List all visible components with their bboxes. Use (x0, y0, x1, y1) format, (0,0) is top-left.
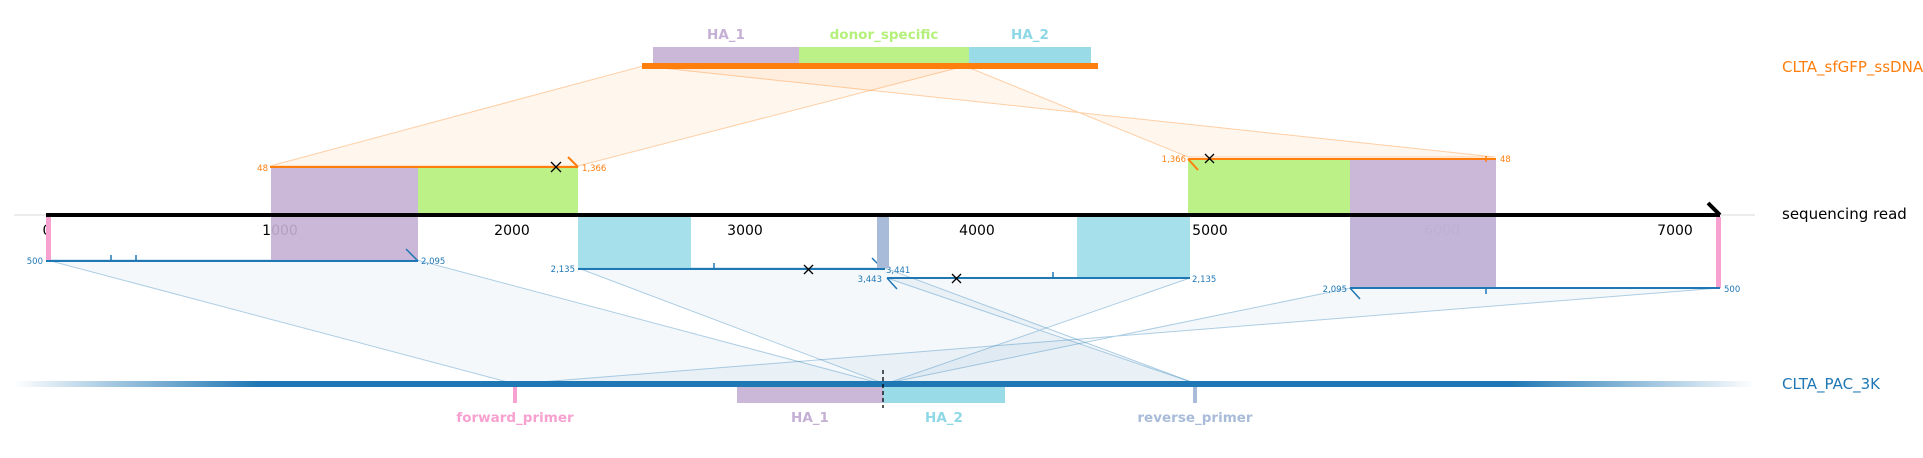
mismatch-marker (951, 273, 962, 284)
target-reverse-primer-box (1193, 387, 1197, 403)
read-primer-right (1716, 217, 1721, 288)
target1-end: 2,095 (421, 257, 445, 267)
target3-end: 2,135 (1192, 275, 1216, 285)
read-ha2-box-mid-right (1077, 217, 1190, 277)
tick-label: 5000 (1192, 223, 1228, 239)
target-feature-forward-primer-label: forward_primer (456, 410, 574, 426)
target2-start: 2,135 (551, 265, 575, 275)
donor-line (642, 63, 1098, 69)
tick-label: 4000 (959, 223, 995, 239)
tick-label: 7000 (1657, 223, 1693, 239)
tick-label: 3000 (727, 223, 763, 239)
target4-end: 500 (1724, 285, 1740, 295)
mismatch-marker (803, 264, 814, 275)
mismatch-marker (1204, 153, 1215, 164)
donor-right-end: 48 (1500, 155, 1511, 165)
read-primer-left (46, 217, 51, 260)
read-ha1-box-left (271, 167, 418, 215)
target4-start: 2,095 (1323, 285, 1347, 295)
donor-feature-ha1-label: HA_1 (707, 27, 745, 43)
target-line (14, 381, 1755, 387)
read-ha1-box-right (1350, 159, 1496, 215)
donor-reference-label: CLTA_sfGFP_ssDNA (1782, 58, 1923, 77)
target-feature-ha1-label: HA_1 (791, 410, 829, 426)
read-ha1-box-lower-right (1350, 217, 1496, 288)
donor-left-end: 1,366 (582, 164, 606, 174)
target2-end: 3,441 (886, 266, 910, 276)
donor-left-start: 48 (257, 164, 268, 174)
target-ha2-box (883, 387, 1005, 403)
read-specific-box-right (1188, 159, 1350, 215)
target1-start: 500 (27, 257, 43, 267)
donor-ha2-box (969, 47, 1091, 63)
donor-right-start: 1,366 (1162, 155, 1186, 165)
target-reference-label: CLTA_PAC_3K (1782, 375, 1881, 394)
target-feature-ha2-label: HA_2 (925, 410, 963, 426)
donor-ha1-box (653, 47, 799, 63)
read-primer-mid (877, 217, 889, 268)
tick-label: 2000 (494, 223, 530, 239)
target-ha1-box (737, 387, 883, 403)
target3-start: 3,443 (858, 275, 882, 285)
donor-feature-ha2-label: HA_2 (1011, 27, 1049, 43)
read-specific-box-left (418, 167, 578, 215)
donor-feature-specific-label: donor_specific (830, 27, 939, 43)
mismatch-marker (550, 161, 562, 173)
read-ha1-box-lower-left (271, 217, 418, 260)
read-ha2-box-mid-left (578, 217, 691, 268)
donor-specific-box (799, 47, 969, 63)
read-reference-label: sequencing read (1782, 205, 1907, 223)
target-forward-primer-box (513, 387, 517, 403)
target-feature-reverse-primer-label: reverse_primer (1137, 410, 1253, 426)
